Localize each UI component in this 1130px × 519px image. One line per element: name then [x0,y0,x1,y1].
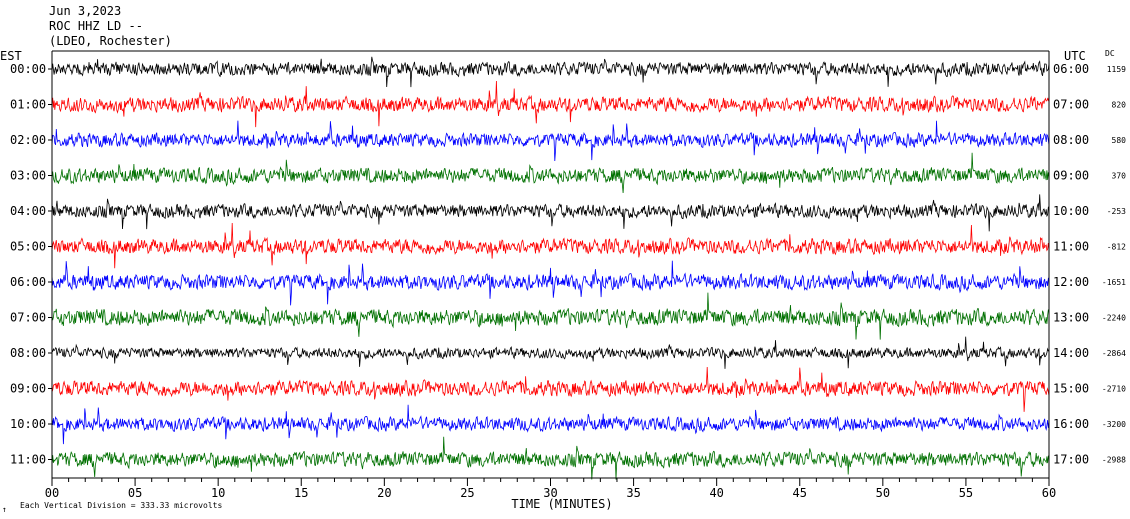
utc-label-10: 16:00 [1053,417,1089,431]
x-tick-label-35: 35 [626,486,640,500]
utc-label-7: 13:00 [1053,311,1089,325]
trace-row-9 [51,366,1050,412]
est-label-10: 10:00 [10,417,46,431]
est-label-0: 00:00 [10,62,46,76]
trace-row-3 [51,152,1050,194]
utc-label-0: 06:00 [1053,62,1089,76]
est-label-3: 03:00 [10,169,46,183]
dc-value-6: -1651 [1102,278,1126,287]
trace-layer [51,56,1050,480]
utc-label-6: 12:00 [1053,275,1089,289]
x-tick-label-00: 00 [45,486,59,500]
dc-value-1: 820 [1112,101,1127,110]
utc-label-9: 15:00 [1053,382,1089,396]
dc-value-9: -2710 [1102,385,1126,394]
x-tick-label-30: 30 [543,486,557,500]
dc-value-3: 370 [1112,172,1127,181]
left-axis-label: EST [0,49,22,63]
dc-value-8: -2864 [1102,349,1126,358]
header-station: ROC HHZ LD -- [49,19,143,33]
utc-label-8: 14:00 [1053,346,1089,360]
scale-note: Each Vertical Division = 333.33 microvol… [20,501,222,510]
x-tick-label-10: 10 [211,486,225,500]
scale-mark: ↑ [2,505,7,514]
est-label-2: 02:00 [10,133,46,147]
dc-value-2: 580 [1112,136,1127,145]
trace-row-1 [51,80,1050,128]
row-labels: 00:00 06:00 1159 01:00 07:00 820 02:00 08:00 580… [10,62,1126,467]
x-tick-label-50: 50 [876,486,890,500]
est-label-1: 01:00 [10,98,46,112]
x-axis-title: TIME (MINUTES) [511,497,612,511]
x-tick-label-60: 60 [1042,486,1056,500]
header-network: (LDEO, Rochester) [49,34,172,48]
est-label-6: 06:00 [10,275,46,289]
trace-row-8 [51,336,1050,369]
x-tick-label-15: 15 [294,486,308,500]
right-axis-label: UTC [1064,49,1086,63]
x-tick-label-45: 45 [793,486,807,500]
est-label-9: 09:00 [10,382,46,396]
dc-column-label: DC [1105,49,1115,58]
x-tick-label-25: 25 [460,486,474,500]
trace-row-5 [51,222,1050,269]
dc-value-10: -3200 [1102,420,1126,429]
x-tick-label-20: 20 [377,486,391,500]
x-tick-label-40: 40 [709,486,723,500]
dc-value-0: 1159 [1107,65,1126,74]
x-tick-label-05: 05 [128,486,142,500]
dc-value-5: -812 [1107,243,1126,252]
trace-row-7 [51,292,1050,340]
trace-row-4 [51,194,1050,232]
utc-label-2: 08:00 [1053,133,1089,147]
trace-row-0 [51,56,1050,88]
x-tick-label-55: 55 [959,486,973,500]
est-label-5: 05:00 [10,240,46,254]
utc-label-3: 09:00 [1053,169,1089,183]
utc-label-1: 07:00 [1053,98,1089,112]
utc-label-5: 11:00 [1053,240,1089,254]
header-date: Jun 3,2023 [49,4,121,18]
est-label-7: 07:00 [10,311,46,325]
utc-label-4: 10:00 [1053,204,1089,218]
utc-label-11: 17:00 [1053,453,1089,467]
dc-value-4: -253 [1107,207,1126,216]
est-label-11: 11:00 [10,453,46,467]
dc-value-11: -2988 [1102,456,1126,465]
trace-row-10 [51,404,1050,445]
x-axis-ticks: 00 05 10 15 20 25 30 35 40 45 50 55 60 [45,478,1056,500]
trace-row-6 [51,260,1050,306]
trace-row-11 [51,436,1050,480]
dc-value-7: -2240 [1102,314,1126,323]
trace-row-2 [51,120,1050,162]
est-label-4: 04:00 [10,204,46,218]
est-label-8: 08:00 [10,346,46,360]
